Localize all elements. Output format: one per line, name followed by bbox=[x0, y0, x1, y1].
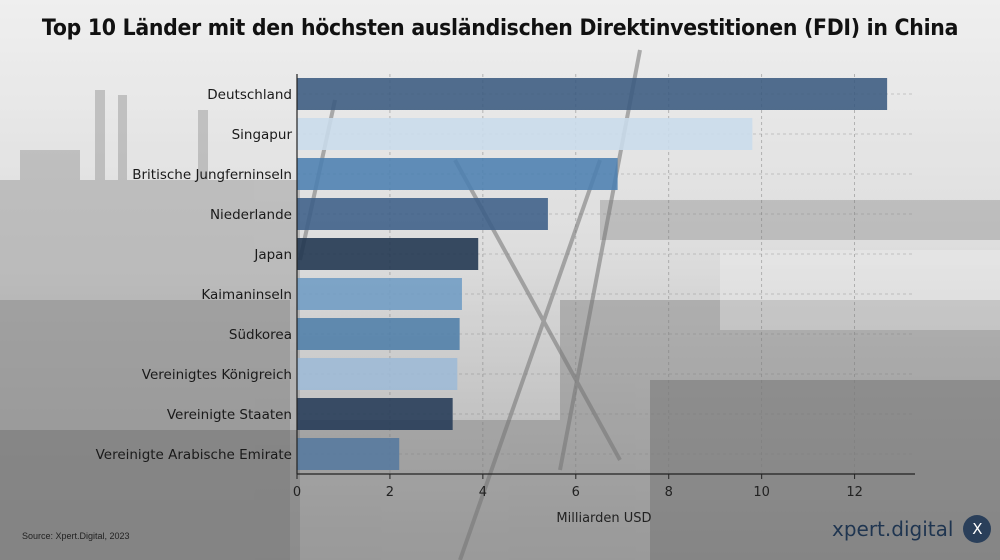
x-tick-label-0: 0 bbox=[293, 485, 301, 500]
source-note: Source: Xpert.Digital, 2023 bbox=[22, 531, 130, 541]
category-label-0: Deutschland bbox=[207, 87, 292, 103]
axes: Deutschland Singapur Britische Jungfernins… bbox=[96, 74, 915, 500]
x-tick-label-1: 2 bbox=[386, 485, 394, 500]
category-label-3: Niederlande bbox=[210, 207, 292, 223]
bar-3[interactable] bbox=[297, 198, 548, 230]
brand-logo[interactable]: xpert.digital X bbox=[832, 514, 992, 544]
category-label-8: Vereinigte Staaten bbox=[167, 407, 292, 423]
bar-8[interactable] bbox=[297, 398, 453, 430]
x-tick-label-5: 10 bbox=[753, 485, 770, 500]
category-label-2: Britische Jungferninseln bbox=[132, 167, 292, 183]
bar-7[interactable] bbox=[297, 358, 458, 390]
brand-badge-icon: X bbox=[963, 515, 992, 543]
bar-4[interactable] bbox=[297, 238, 479, 270]
x-axis-label: Milliarden USD bbox=[556, 511, 651, 526]
x-tick-label-6: 12 bbox=[846, 485, 863, 500]
bar-2[interactable] bbox=[297, 158, 618, 190]
category-label-1: Singapur bbox=[232, 127, 293, 143]
x-tick-label-3: 6 bbox=[572, 485, 580, 500]
category-label-9: Vereinigte Arabische Emirate bbox=[96, 447, 292, 463]
x-tick-label-2: 4 bbox=[479, 485, 487, 500]
category-label-4: Japan bbox=[253, 247, 292, 263]
x-tick-label-4: 8 bbox=[665, 485, 673, 500]
bar-9[interactable] bbox=[297, 438, 400, 470]
category-label-5: Kaimaninseln bbox=[201, 287, 292, 303]
bar-0[interactable] bbox=[297, 78, 888, 110]
category-label-6: Südkorea bbox=[229, 327, 292, 343]
bars bbox=[297, 78, 888, 470]
bar-5[interactable] bbox=[297, 278, 462, 310]
bar-1[interactable] bbox=[297, 118, 753, 150]
chart-title: Top 10 Länder mit den höchsten ausländis… bbox=[41, 16, 959, 41]
category-label-7: Vereinigtes Königreich bbox=[142, 367, 292, 383]
brand-name: xpert.digital bbox=[832, 517, 954, 541]
bar-6[interactable] bbox=[297, 318, 460, 350]
